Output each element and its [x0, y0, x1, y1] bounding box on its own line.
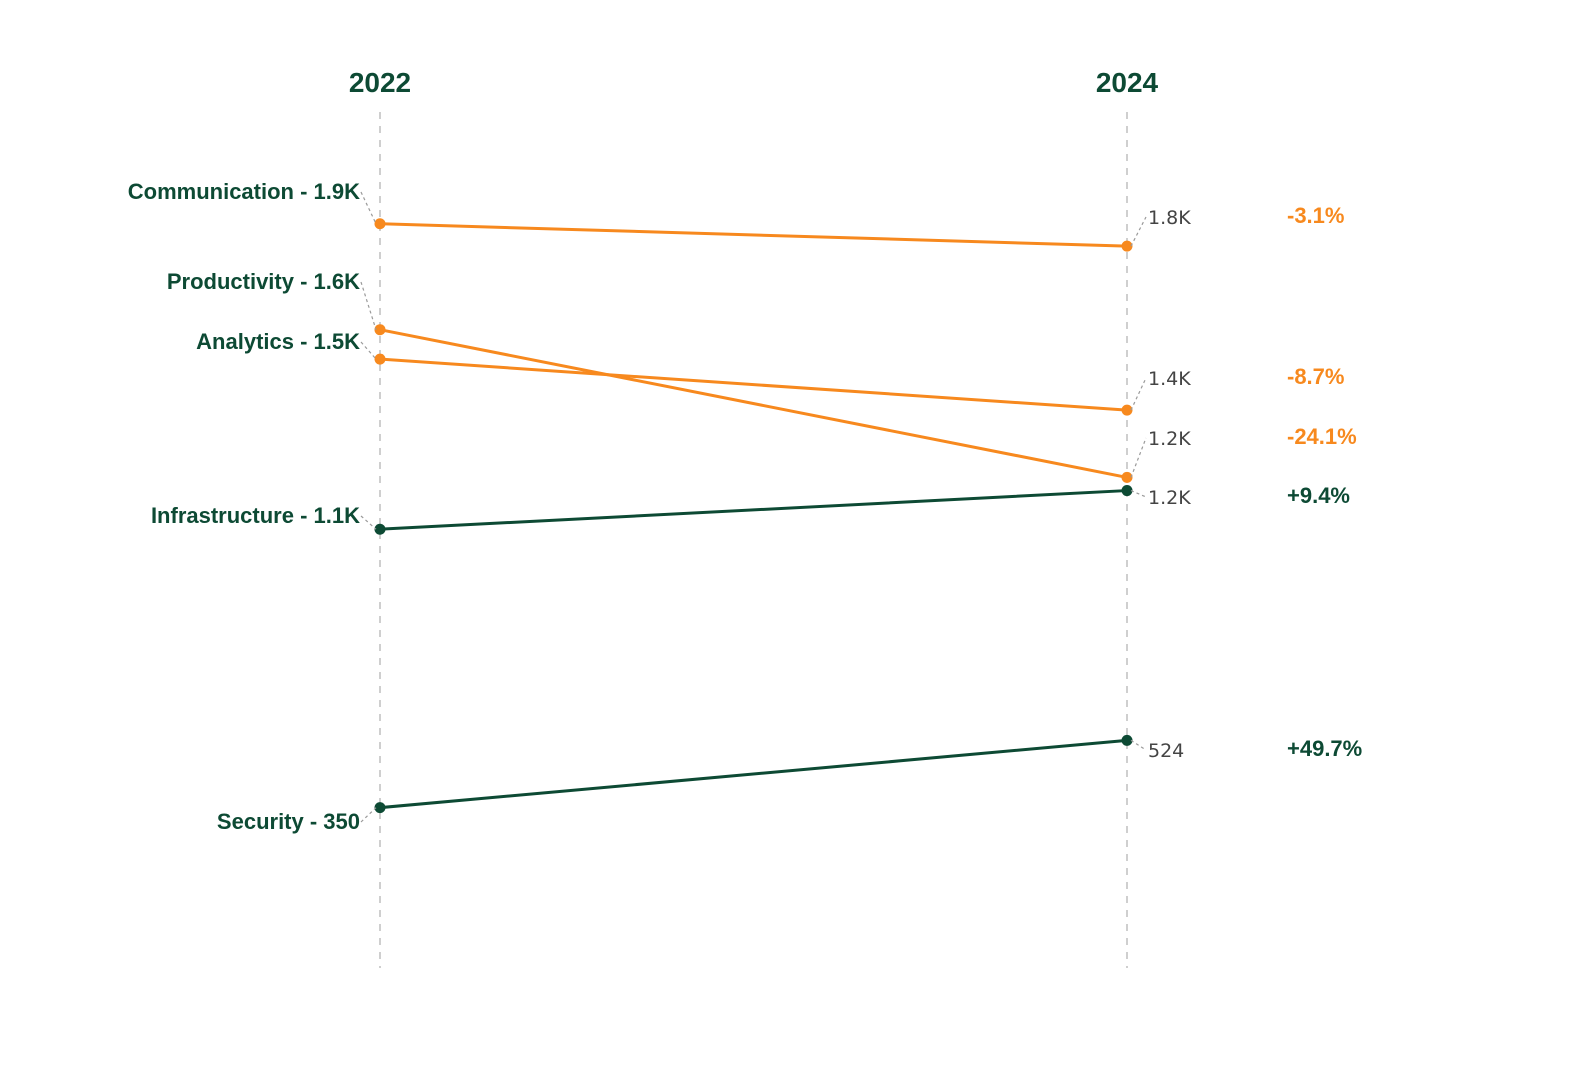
start-label-analytics: Analytics - 1.5K [196, 329, 360, 354]
series-productivity: Productivity - 1.6K 1.2K -24.1% [167, 269, 1357, 483]
start-point-analytics [374, 353, 386, 365]
end-leader-infrastructure [1130, 490, 1147, 498]
series-analytics: Analytics - 1.5K 1.4K -8.7% [196, 329, 1344, 416]
start-point-productivity [374, 324, 386, 336]
start-point-infrastructure [374, 523, 386, 535]
year-label-2022: 2022 [349, 67, 411, 98]
end-label-communication: 1.8K [1148, 207, 1191, 229]
slope-line-security [378, 738, 1129, 810]
slope-line-productivity [378, 328, 1129, 479]
axes-layer: 2022 2024 [349, 67, 1159, 968]
start-label-productivity: Productivity - 1.6K [167, 269, 360, 294]
series-layer: Communication - 1.9K 1.8K -3.1% Productivit… [128, 179, 1362, 834]
end-point-infrastructure [1121, 485, 1133, 497]
series-infrastructure: Infrastructure - 1.1K 1.2K +9.4% [151, 483, 1350, 535]
start-point-security [374, 802, 386, 814]
end-label-security: 524 [1148, 740, 1184, 762]
year-label-2024: 2024 [1096, 67, 1159, 98]
change-label-productivity: -24.1% [1287, 424, 1357, 449]
start-point-communication [374, 218, 386, 230]
series-communication: Communication - 1.9K 1.8K -3.1% [128, 179, 1344, 252]
end-point-security [1121, 734, 1133, 746]
end-leader-security [1130, 739, 1147, 751]
end-leader-productivity [1130, 437, 1147, 478]
change-label-communication: -3.1% [1287, 203, 1344, 228]
start-leader-security [360, 807, 377, 823]
change-label-infrastructure: +9.4% [1287, 483, 1350, 508]
change-label-analytics: -8.7% [1287, 364, 1344, 389]
start-label-communication: Communication - 1.9K [128, 179, 360, 204]
start-leader-productivity [360, 281, 377, 330]
end-leader-analytics [1130, 377, 1147, 411]
slope-line-infrastructure [378, 489, 1129, 531]
start-label-security: Security - 350 [217, 809, 360, 834]
start-leader-communication [360, 191, 377, 224]
end-label-productivity: 1.2K [1148, 428, 1191, 450]
start-leader-analytics [360, 341, 377, 360]
start-label-infrastructure: Infrastructure - 1.1K [151, 503, 360, 528]
end-label-analytics: 1.4K [1148, 368, 1191, 390]
end-label-infrastructure: 1.2K [1148, 487, 1191, 509]
slope-line-communication [378, 222, 1129, 248]
end-point-productivity [1121, 471, 1133, 483]
slope-line-analytics [378, 357, 1129, 412]
end-leader-communication [1130, 216, 1147, 247]
change-label-security: +49.7% [1287, 736, 1362, 761]
end-point-communication [1121, 240, 1133, 252]
start-leader-infrastructure [360, 515, 377, 530]
series-security: Security - 350 524 +49.7% [217, 734, 1362, 834]
end-point-analytics [1121, 404, 1133, 416]
